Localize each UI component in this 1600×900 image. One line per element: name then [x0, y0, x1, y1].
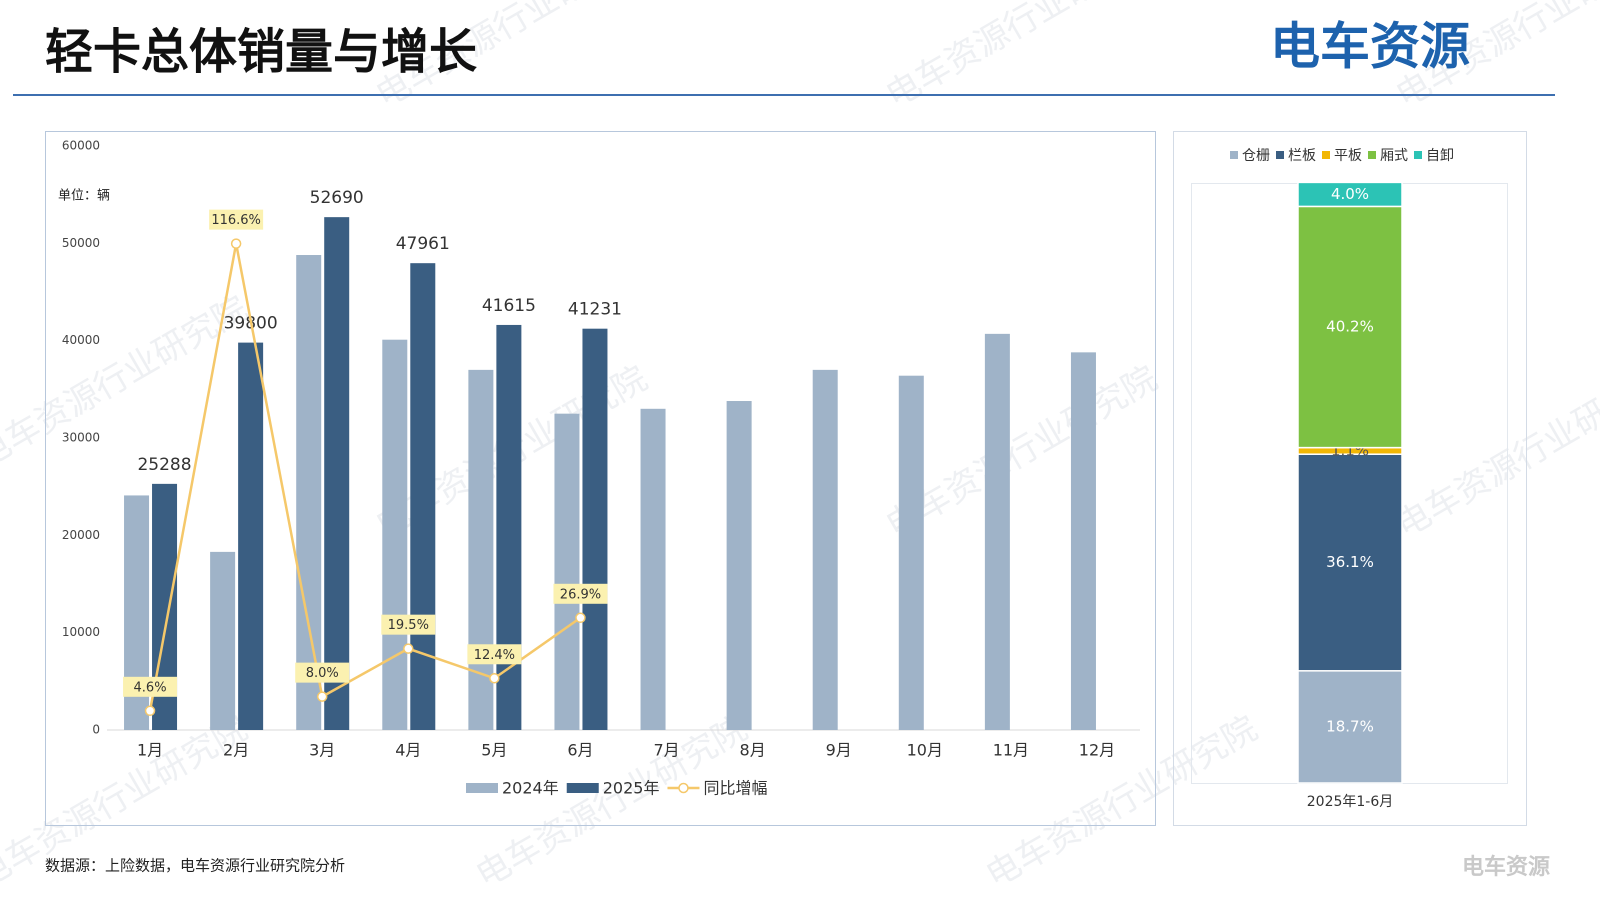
y-tick-label: 30000 [62, 431, 100, 445]
growth-label: 26.9% [560, 587, 601, 602]
watermark: 电车资源行业研究院 [0, 288, 254, 476]
label-box [123, 676, 178, 697]
label-box [467, 644, 522, 665]
bar [410, 263, 436, 730]
y-tick-label: 10000 [62, 625, 100, 639]
growth-point [230, 238, 242, 249]
y-tick-label: 60000 [62, 139, 100, 153]
segment-label: 18.7% [1326, 717, 1374, 735]
x-tick-label: 3月 [309, 741, 335, 760]
legend-label: 平板 [1334, 148, 1362, 164]
legend-swatch [566, 783, 599, 793]
data-label: 52690 [310, 188, 364, 208]
x-tick-label: 2月 [223, 741, 249, 760]
watermark: 电车资源行业研究院 [979, 708, 1264, 896]
bar [554, 413, 580, 730]
watermark: 电车资源行业研究院 [879, 0, 1164, 116]
x-tick-label: 11月 [993, 741, 1029, 760]
segment-label: 40.2% [1326, 318, 1374, 336]
legend-swatch [678, 782, 689, 794]
data-label: 41615 [482, 296, 536, 316]
growth-line [148, 243, 582, 712]
growth-point [316, 691, 328, 702]
x-tick-label: 8月 [740, 741, 766, 760]
legend-swatch [1322, 151, 1330, 159]
left-panel [45, 131, 1156, 826]
legend-swatch [466, 783, 498, 793]
data-label: 25288 [137, 455, 191, 475]
stack-segment [1297, 205, 1403, 449]
x-tick-label: 10月 [907, 741, 943, 760]
data-label: 47961 [396, 234, 450, 254]
watermark: 电车资源行业研究院 [469, 708, 754, 896]
segment-label: 4.0% [1331, 185, 1369, 203]
label-box [295, 662, 350, 683]
bar [1070, 352, 1096, 730]
legend-label: 仓栅 [1242, 148, 1270, 164]
bar [382, 339, 408, 730]
legend-swatch [1414, 151, 1422, 159]
legend-label: 自卸 [1426, 148, 1454, 164]
y-tick-label: 40000 [62, 333, 100, 347]
y-tick-label: 20000 [62, 528, 100, 542]
bar [640, 408, 666, 730]
legend-swatch [1230, 151, 1238, 159]
x-tick-label: 6月 [567, 741, 593, 760]
bar [984, 333, 1010, 730]
stack-segment [1297, 453, 1403, 672]
label-box [553, 583, 608, 604]
growth-point [403, 643, 414, 654]
legend-swatch [1276, 151, 1284, 159]
label-box [209, 209, 264, 230]
x-tick-label: 5月 [481, 741, 507, 760]
data-label: 41231 [568, 300, 622, 320]
bar [898, 375, 924, 730]
segment-label: 36.1% [1326, 553, 1374, 571]
bar [812, 369, 838, 730]
title: 轻卡总体销量与增长 [45, 24, 477, 80]
x-tick-label: 4月 [395, 741, 421, 760]
growth-label: 12.4% [474, 648, 515, 663]
growth-label: 4.6% [134, 680, 167, 695]
bar [210, 551, 236, 730]
logo: 电车资源 [1270, 18, 1470, 76]
label-box [381, 614, 436, 635]
footer-logo: 电车资源 [1462, 854, 1550, 880]
watermark: 电车资源行业研究院 [1389, 358, 1600, 546]
stack-segment [1297, 181, 1403, 208]
x-tick-label: 1月 [137, 741, 163, 760]
legend-label: 栏板 [1288, 148, 1316, 164]
x-tick-label: 12月 [1079, 741, 1115, 760]
x-tick-label: 7月 [653, 741, 679, 760]
legend-label: 2024年 [502, 779, 559, 798]
growth-label: 116.6% [211, 213, 261, 228]
bar [726, 401, 752, 730]
stack-segment [1297, 670, 1403, 784]
growth-label: 19.5% [388, 618, 429, 633]
bar [324, 217, 350, 731]
growth-label: 8.0% [306, 666, 339, 681]
growth-point [144, 705, 156, 717]
y-tick-label: 0 [92, 723, 100, 737]
x-tick-label: 9月 [826, 741, 852, 760]
source: 数据源：上险数据，电车资源行业研究院分析 [45, 857, 345, 875]
bar [296, 255, 322, 730]
growth-point [489, 673, 500, 684]
legend-label: 2025年 [603, 779, 660, 798]
unit-label: 单位：辆 [58, 189, 110, 204]
legend-swatch [1368, 151, 1376, 159]
x-tick-label: 2025年1-6月 [1307, 794, 1394, 810]
y-tick-label: 50000 [62, 236, 100, 250]
legend-label: 厢式 [1380, 148, 1408, 164]
legend-label: 同比增幅 [703, 779, 767, 798]
growth-point [575, 612, 586, 624]
right-panel [1173, 131, 1527, 826]
bar [238, 342, 264, 730]
bar [582, 328, 608, 730]
